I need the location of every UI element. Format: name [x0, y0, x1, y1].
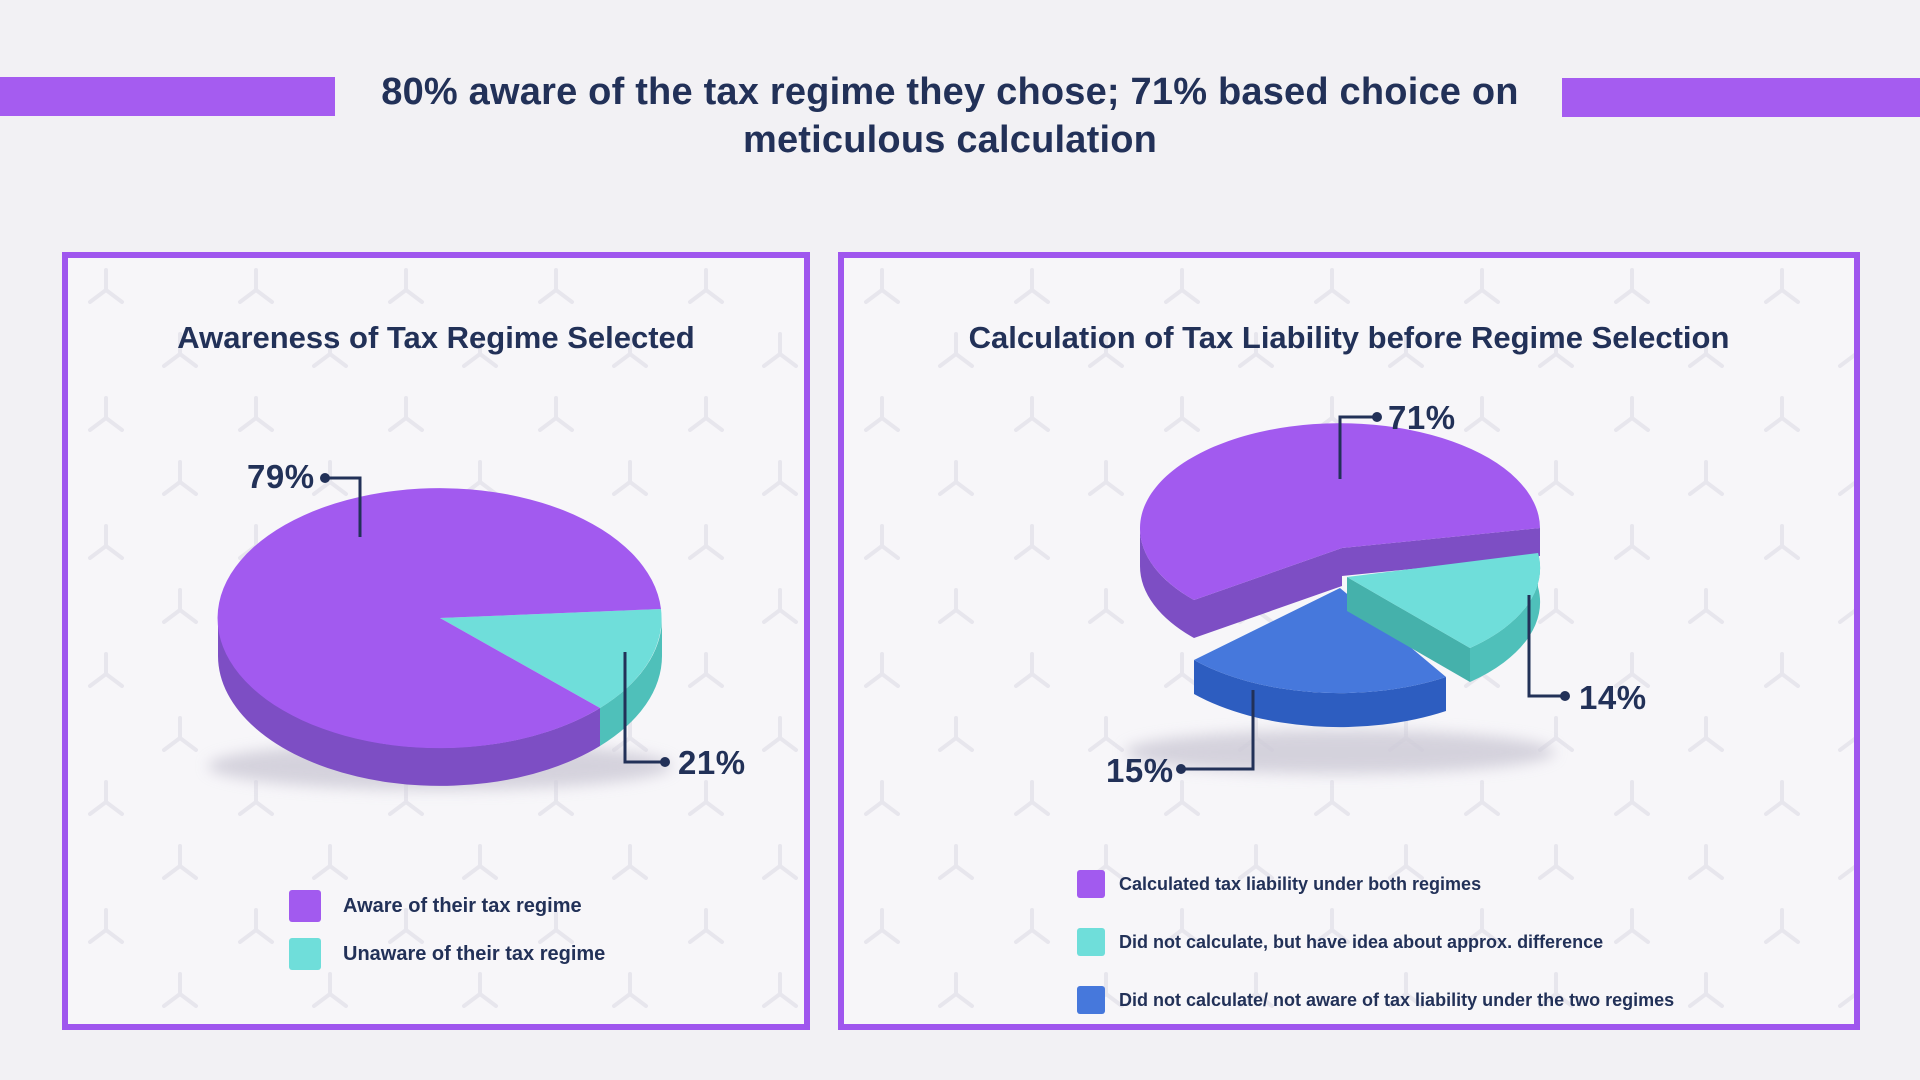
calculation-legend: Calculated tax liability under both regi…	[1077, 870, 1674, 1044]
calculation-chart-title: Calculation of Tax Liability before Regi…	[968, 320, 1730, 355]
main-title-line2: meticulous calculation	[742, 119, 1158, 161]
legend-label-not-calculated: Did not calculate/ not aware of tax liab…	[1119, 989, 1675, 1010]
awareness-chart-title: Awareness of Tax Regime Selected	[177, 320, 695, 355]
main-title: 80% aware of the tax regime they chose; …	[340, 68, 1560, 164]
legend-swatch-idea	[1077, 928, 1105, 956]
pct-label-not-calculated: 15%	[1106, 752, 1174, 789]
legend-row-not-calculated: Did not calculate/ not aware of tax liab…	[1077, 986, 1674, 1014]
main-title-line1: 80% aware of the tax regime they chose; …	[381, 71, 1519, 113]
legend-swatch-unaware	[289, 938, 321, 970]
pct-label-idea: 14%	[1579, 679, 1647, 716]
legend-swatch-aware	[289, 890, 321, 922]
legend-label-unaware: Unaware of their tax regime	[343, 942, 606, 965]
calculation-chart-panel: Calculation of Tax Liability before Regi…	[838, 252, 1860, 1030]
legend-label-calculated: Calculated tax liability under both regi…	[1119, 873, 1482, 894]
awareness-chart-panel: Awareness of Tax Regime Selected Aware o…	[62, 252, 810, 1030]
header-accent-bar-left	[0, 77, 335, 116]
legend-row-unaware: Unaware of their tax regime	[289, 938, 605, 970]
legend-row-idea: Did not calculate, but have idea about a…	[1077, 928, 1674, 956]
header-accent-bar-right	[1562, 78, 1920, 117]
pct-label-unaware: 21%	[678, 744, 746, 781]
legend-row-aware: Aware of their tax regime	[289, 890, 605, 922]
legend-row-calculated: Calculated tax liability under both regi…	[1077, 870, 1674, 898]
legend-label-aware: Aware of their tax regime	[343, 894, 582, 917]
legend-swatch-calculated	[1077, 870, 1105, 898]
legend-swatch-not-calculated	[1077, 986, 1105, 1014]
awareness-legend: Aware of their tax regime Unaware of the…	[289, 890, 605, 986]
pct-label-aware: 79%	[247, 458, 315, 495]
pct-label-calculated: 71%	[1388, 399, 1456, 436]
legend-label-idea: Did not calculate, but have idea about a…	[1119, 931, 1604, 952]
